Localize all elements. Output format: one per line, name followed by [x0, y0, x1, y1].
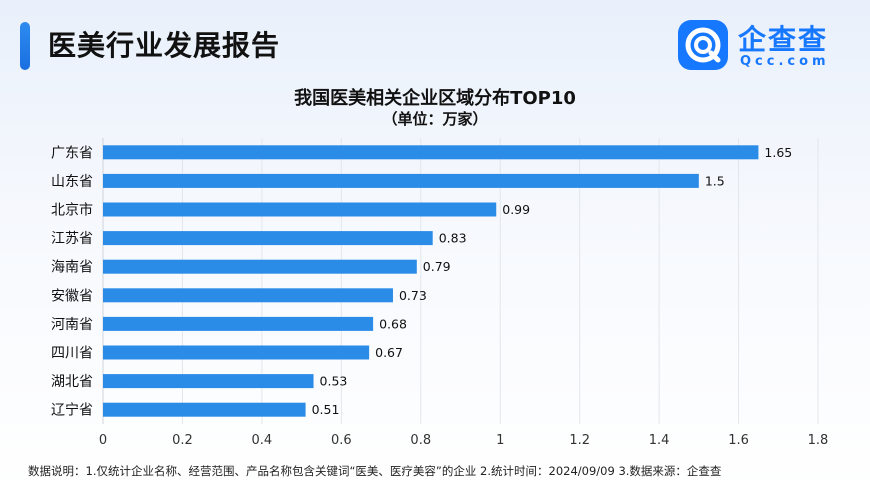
- logo-name-en: Qcc.com: [740, 54, 830, 69]
- category-label: 广东省: [51, 145, 93, 161]
- bar: [103, 231, 433, 246]
- category-label: 北京市: [51, 202, 93, 219]
- bar: [103, 145, 759, 160]
- category-label: 安徽省: [51, 288, 93, 304]
- value-label: 0.51: [312, 402, 340, 417]
- chart-title: 我国医美相关企业区域分布TOP10: [294, 88, 576, 109]
- bar: [103, 288, 393, 303]
- category-label: 河南省: [51, 317, 93, 333]
- logo-name-cn: 企查查: [738, 23, 829, 56]
- value-label: 0.79: [423, 259, 451, 274]
- category-label: 湖北省: [51, 374, 93, 390]
- x-tick-label: 1: [496, 433, 504, 448]
- bar: [103, 402, 306, 417]
- category-label: 辽宁省: [51, 402, 93, 419]
- bar: [103, 345, 370, 360]
- value-label: 1.5: [705, 173, 725, 188]
- value-label: 0.83: [439, 231, 467, 246]
- x-tick-label: 0.4: [252, 433, 273, 448]
- x-tick-label: 1.2: [569, 433, 590, 448]
- qcc-logo: 企查查 Qcc.com: [678, 20, 853, 72]
- x-tick-label: 0: [99, 433, 107, 448]
- chart-subtitle: （单位：万家）: [382, 110, 488, 128]
- bar: [103, 374, 314, 389]
- qcc-logo-icon: [678, 20, 728, 70]
- category-label: 海南省: [51, 260, 93, 276]
- x-tick-label: 1.4: [649, 433, 670, 448]
- category-label: 江苏省: [51, 231, 93, 247]
- bar: [103, 259, 417, 274]
- value-label: 0.68: [379, 316, 407, 331]
- value-label: 1.65: [764, 145, 792, 160]
- x-tick-label: 0.6: [331, 433, 352, 448]
- data-footnote: 数据说明：1.仅统计企业名称、经营范围、产品名称包含关键词“医美、医疗美容”的企…: [28, 464, 722, 478]
- x-tick-label: 1.8: [808, 433, 829, 448]
- header-accent-bar: [20, 22, 30, 70]
- page-title: 医美行业发展报告: [48, 29, 281, 62]
- value-label: 0.73: [399, 288, 427, 303]
- category-label: 山东省: [51, 174, 93, 190]
- bar: [103, 202, 497, 217]
- bar: [103, 173, 699, 188]
- category-label: 四川省: [51, 346, 93, 362]
- value-label: 0.67: [375, 345, 403, 360]
- value-label: 0.53: [320, 374, 348, 389]
- x-tick-label: 0.8: [410, 433, 431, 448]
- bar: [103, 316, 374, 331]
- value-label: 0.99: [502, 202, 530, 217]
- x-tick-label: 1.6: [728, 433, 749, 448]
- x-tick-label: 0.2: [172, 433, 193, 448]
